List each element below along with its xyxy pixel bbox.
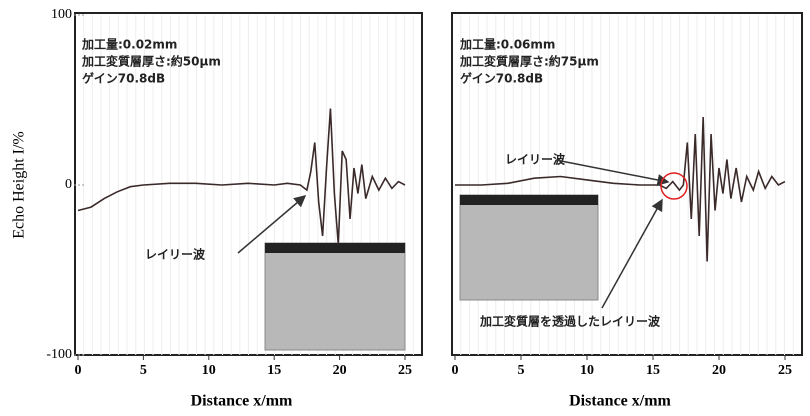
inset-image bbox=[265, 243, 405, 350]
x-tick-label: 20 bbox=[333, 363, 347, 378]
x-axis-title: Distance x/mm bbox=[569, 393, 671, 410]
x-tick-label: 0 bbox=[452, 363, 459, 378]
annotation: レイリー波 bbox=[145, 247, 206, 262]
annotation: レイリー波 bbox=[505, 152, 566, 167]
x-tick-label: 25 bbox=[778, 363, 792, 378]
chart: 1000-1000510152025Distance x/mmEcho Heig… bbox=[0, 0, 810, 416]
annotation: 加工量:0.06mm bbox=[459, 37, 555, 52]
x-tick-label: 15 bbox=[267, 363, 281, 378]
inset-bar bbox=[460, 195, 598, 205]
annotation: ゲイン70.8dB bbox=[82, 71, 165, 86]
y-tick-label: -100 bbox=[46, 347, 72, 362]
annotation: 加工変質層厚さ:約50μm bbox=[81, 54, 221, 69]
x-axis-title: Distance x/mm bbox=[191, 393, 293, 410]
x-tick-label: 0 bbox=[75, 363, 82, 378]
y-tick-label: 100 bbox=[51, 7, 72, 22]
annotation: 加工変質層厚さ:約75μm bbox=[459, 54, 599, 69]
x-tick-label: 15 bbox=[646, 363, 660, 378]
x-tick-label: 25 bbox=[398, 363, 412, 378]
inset-bar bbox=[265, 243, 405, 253]
annotation: 加工変質層を透過したレイリー波 bbox=[479, 314, 661, 329]
y-axis-title: Echo Height I/% bbox=[11, 131, 28, 239]
inset-image bbox=[460, 195, 598, 300]
x-tick-label: 20 bbox=[712, 363, 726, 378]
annotation: ゲイン70.8dB bbox=[460, 71, 543, 86]
y-tick-label: 0 bbox=[65, 177, 72, 192]
x-tick-label: 5 bbox=[140, 363, 147, 378]
x-tick-label: 10 bbox=[202, 363, 216, 378]
x-tick-label: 10 bbox=[580, 363, 594, 378]
annotation: 加工量:0.02mm bbox=[81, 37, 177, 52]
x-tick-label: 5 bbox=[518, 363, 525, 378]
